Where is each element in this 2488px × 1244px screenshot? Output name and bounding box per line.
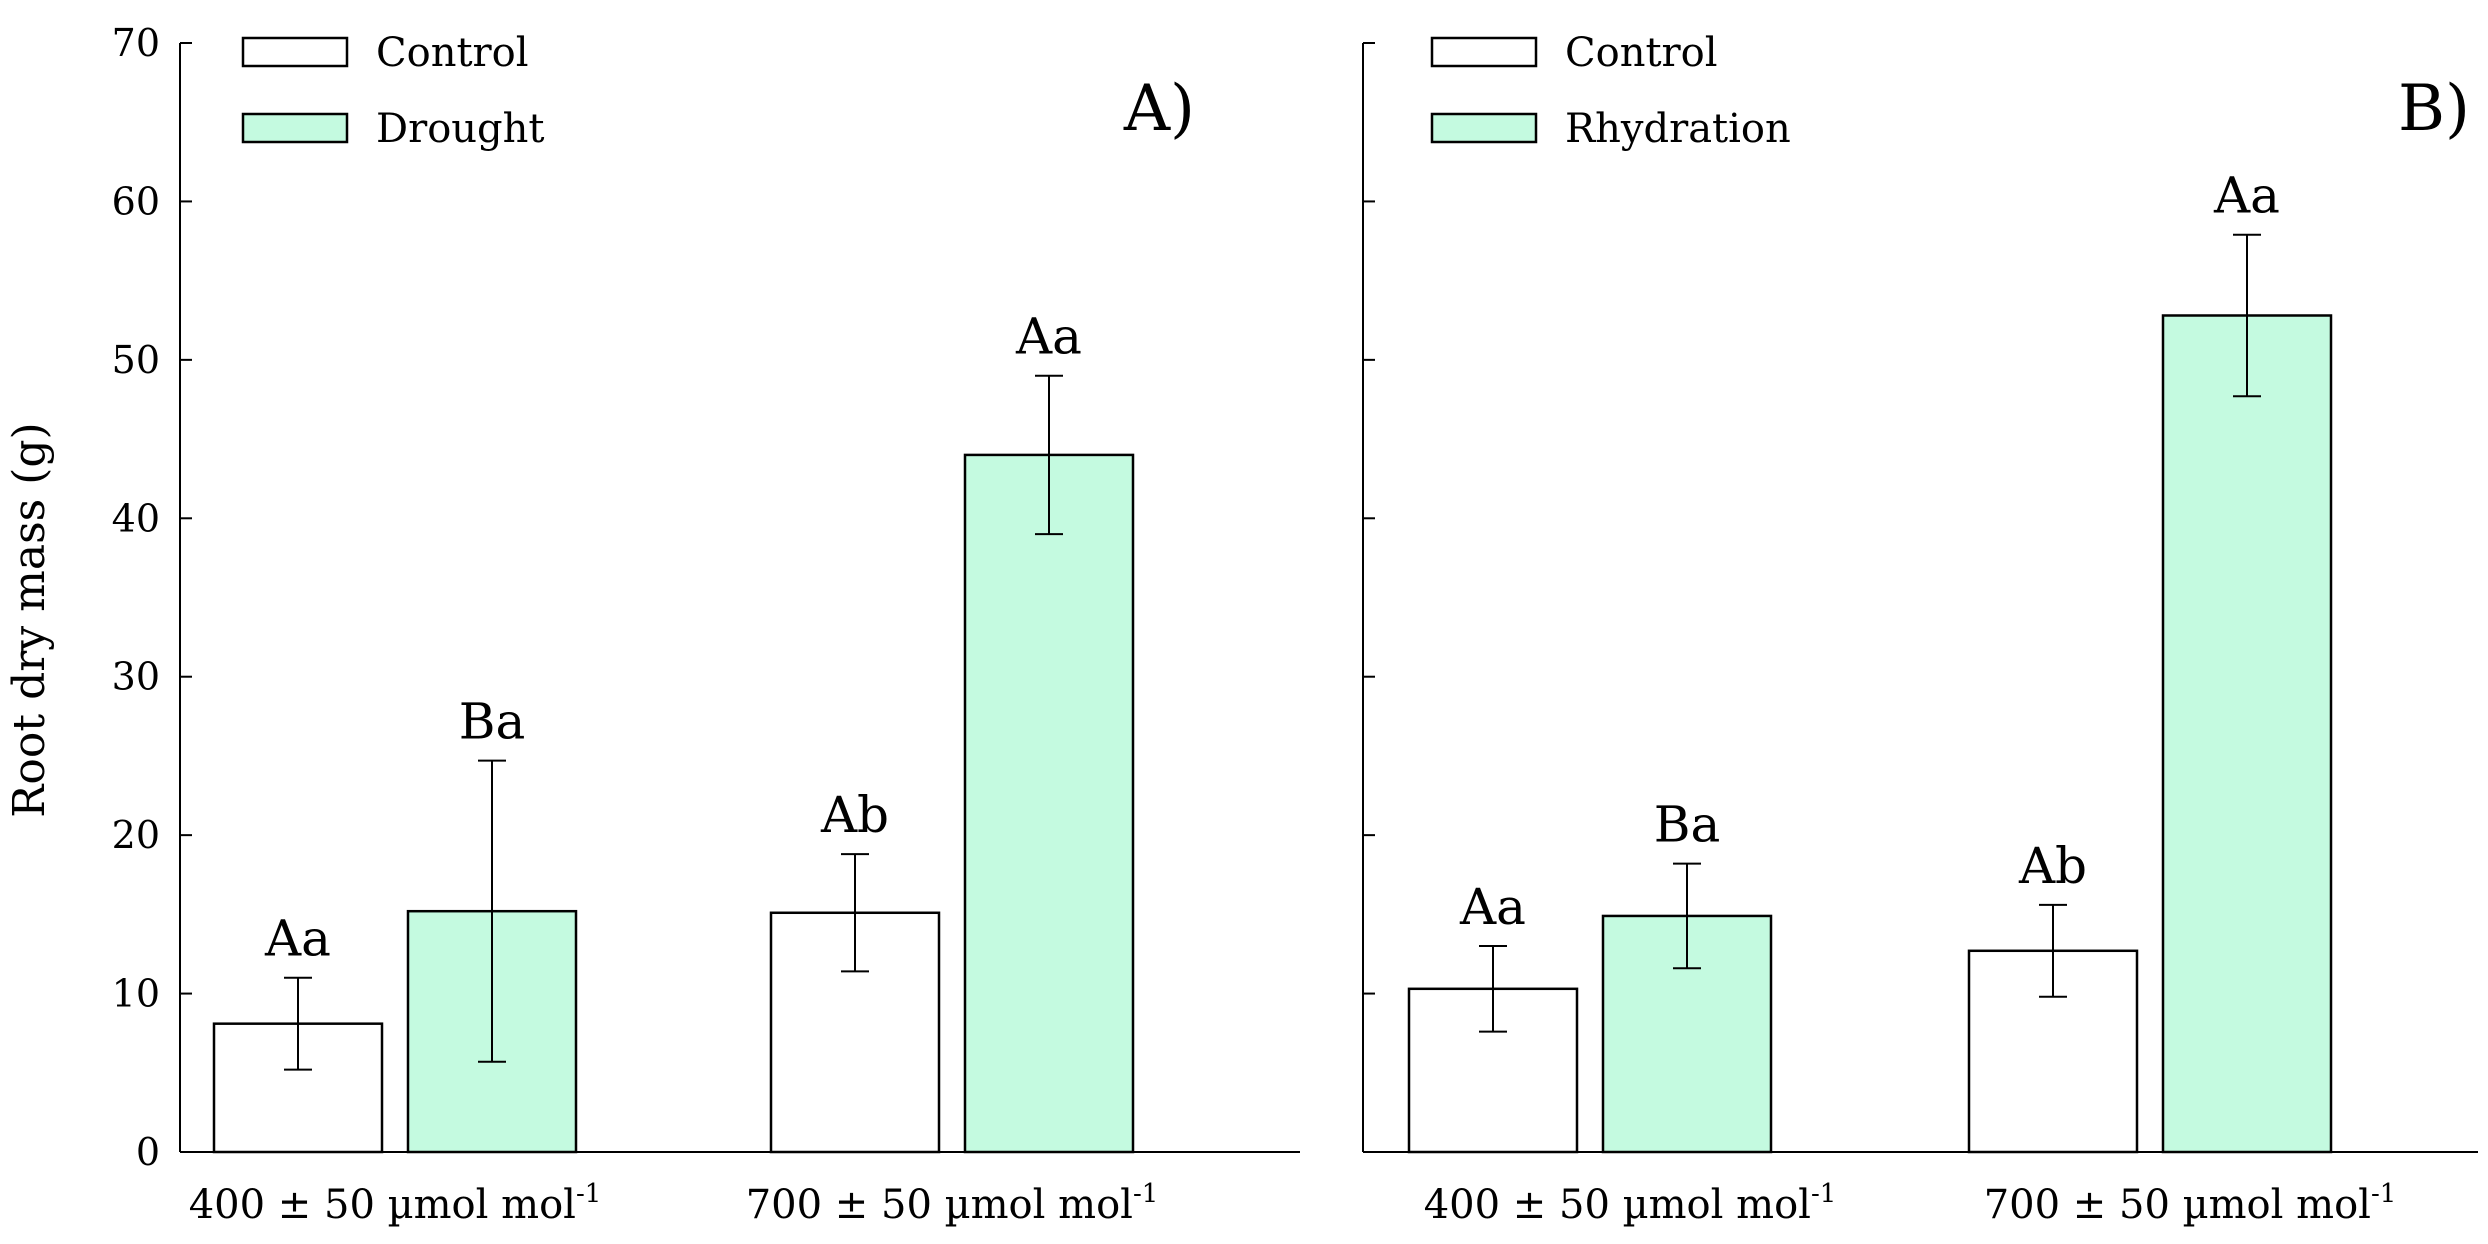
y-tick-label: 10: [112, 972, 160, 1016]
significance-label: Ba: [1654, 796, 1721, 854]
y-tick-label: 60: [112, 179, 160, 223]
legend-label: Rhydration: [1565, 106, 1791, 152]
legend-swatch: [1430, 112, 1538, 144]
x-category-superscript: -1: [1811, 1179, 1836, 1209]
panel-a: 0 10 20 30 40 50 60 70 Aa Ab Ba Aa 400 ± 50 µmol mol…: [112, 21, 1300, 1228]
significance-label: Ab: [2018, 837, 2087, 895]
significance-label: Ab: [820, 786, 889, 844]
x-category-superscript: -1: [2371, 1179, 2396, 1209]
significance-label: Ba: [459, 693, 526, 751]
x-category-label: 400 ± 50 µmol mol-1: [1424, 1179, 1837, 1228]
bar: [963, 453, 1135, 1154]
x-category-superscript: -1: [1133, 1179, 1158, 1209]
x-category-base: 400 ± 50 µmol mol: [189, 1182, 576, 1228]
panel-label: B): [2398, 72, 2470, 146]
x-category-base: 400 ± 50 µmol mol: [1424, 1182, 1811, 1228]
x-category-base: 700 ± 50 µmol mol: [746, 1182, 1133, 1228]
significance-label: Aa: [2213, 167, 2280, 225]
bar: [2161, 314, 2333, 1154]
x-category-label: 700 ± 50 µmol mol-1: [746, 1179, 1159, 1228]
y-tick-label: 50: [112, 338, 160, 382]
x-category-superscript: -1: [576, 1179, 601, 1209]
x-category-label: 400 ± 50 µmol mol-1: [189, 1179, 602, 1228]
legend-swatch: [1430, 36, 1538, 68]
panel-label: A): [1123, 72, 1195, 146]
x-category-label: 700 ± 50 µmol mol-1: [1984, 1179, 2397, 1228]
significance-label: Aa: [264, 910, 331, 968]
y-tick-label: 0: [136, 1130, 160, 1174]
legend-label: Control: [1565, 30, 1718, 76]
legend-swatch: [241, 112, 349, 144]
y-tick-label: 70: [112, 21, 160, 65]
significance-label: Aa: [1459, 878, 1526, 936]
y-axis-title: Root dry mass (g): [4, 422, 55, 817]
y-tick-label: 30: [112, 655, 160, 699]
y-tick-label: 40: [112, 496, 160, 540]
legend-swatch: [241, 36, 349, 68]
legend-label: Drought: [376, 106, 544, 152]
legend-label: Control: [376, 30, 529, 76]
y-tick-label: 20: [112, 813, 160, 857]
significance-label: Aa: [1015, 308, 1082, 366]
x-category-base: 700 ± 50 µmol mol: [1984, 1182, 2371, 1228]
